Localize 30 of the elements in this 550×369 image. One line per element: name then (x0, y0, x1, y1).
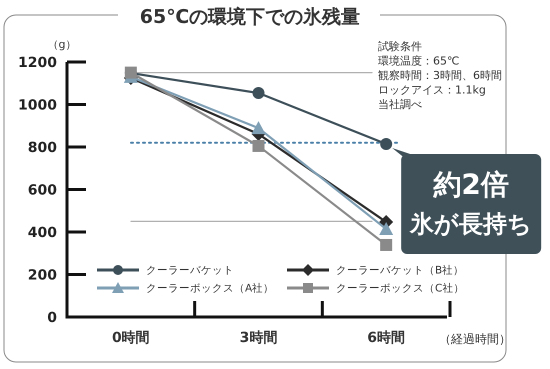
point (252, 140, 264, 152)
legend-label: クーラーボックス（C社） (336, 282, 464, 295)
point (252, 87, 264, 100)
y-tick-label: 600 (28, 182, 58, 198)
y-tick-label: 1000 (18, 97, 58, 114)
annotation: 約2倍 (432, 168, 509, 202)
x-axis-title: （経過時間） (439, 332, 511, 346)
y-tick-label: 1200 (18, 54, 58, 71)
annotation: 観察時間：3時間、6時間 (378, 69, 502, 82)
annotation: 氷が長持ち (409, 210, 532, 238)
y-tick-label: 0 (47, 310, 58, 326)
legend-label: クーラーボックス（A社） (146, 282, 274, 295)
y-axis-title: （g） (48, 38, 76, 51)
annotation: 環境温度：65℃ (378, 54, 460, 68)
point (252, 121, 266, 134)
point (380, 238, 392, 251)
y-tick-label: 200 (28, 267, 58, 284)
point (379, 222, 394, 236)
point (380, 138, 392, 150)
x-tick-label: 6時間 (367, 330, 406, 346)
annotation: ロックアイス：1.1kg (378, 84, 486, 96)
x-tick-label: 3時間 (240, 330, 278, 346)
x-tick-label: 0時間 (112, 330, 150, 346)
legend-label: クーラーバケット（B社） (336, 264, 464, 277)
legend-label: クーラーバケット (146, 264, 234, 277)
y-tick-label: 800 (28, 140, 58, 156)
annotation: 当社調べ (378, 98, 422, 111)
chart-title: 65℃の環境下での氷残量 (140, 6, 360, 28)
y-tick-label: 400 (28, 224, 58, 241)
text: 試験条件 (378, 40, 422, 53)
